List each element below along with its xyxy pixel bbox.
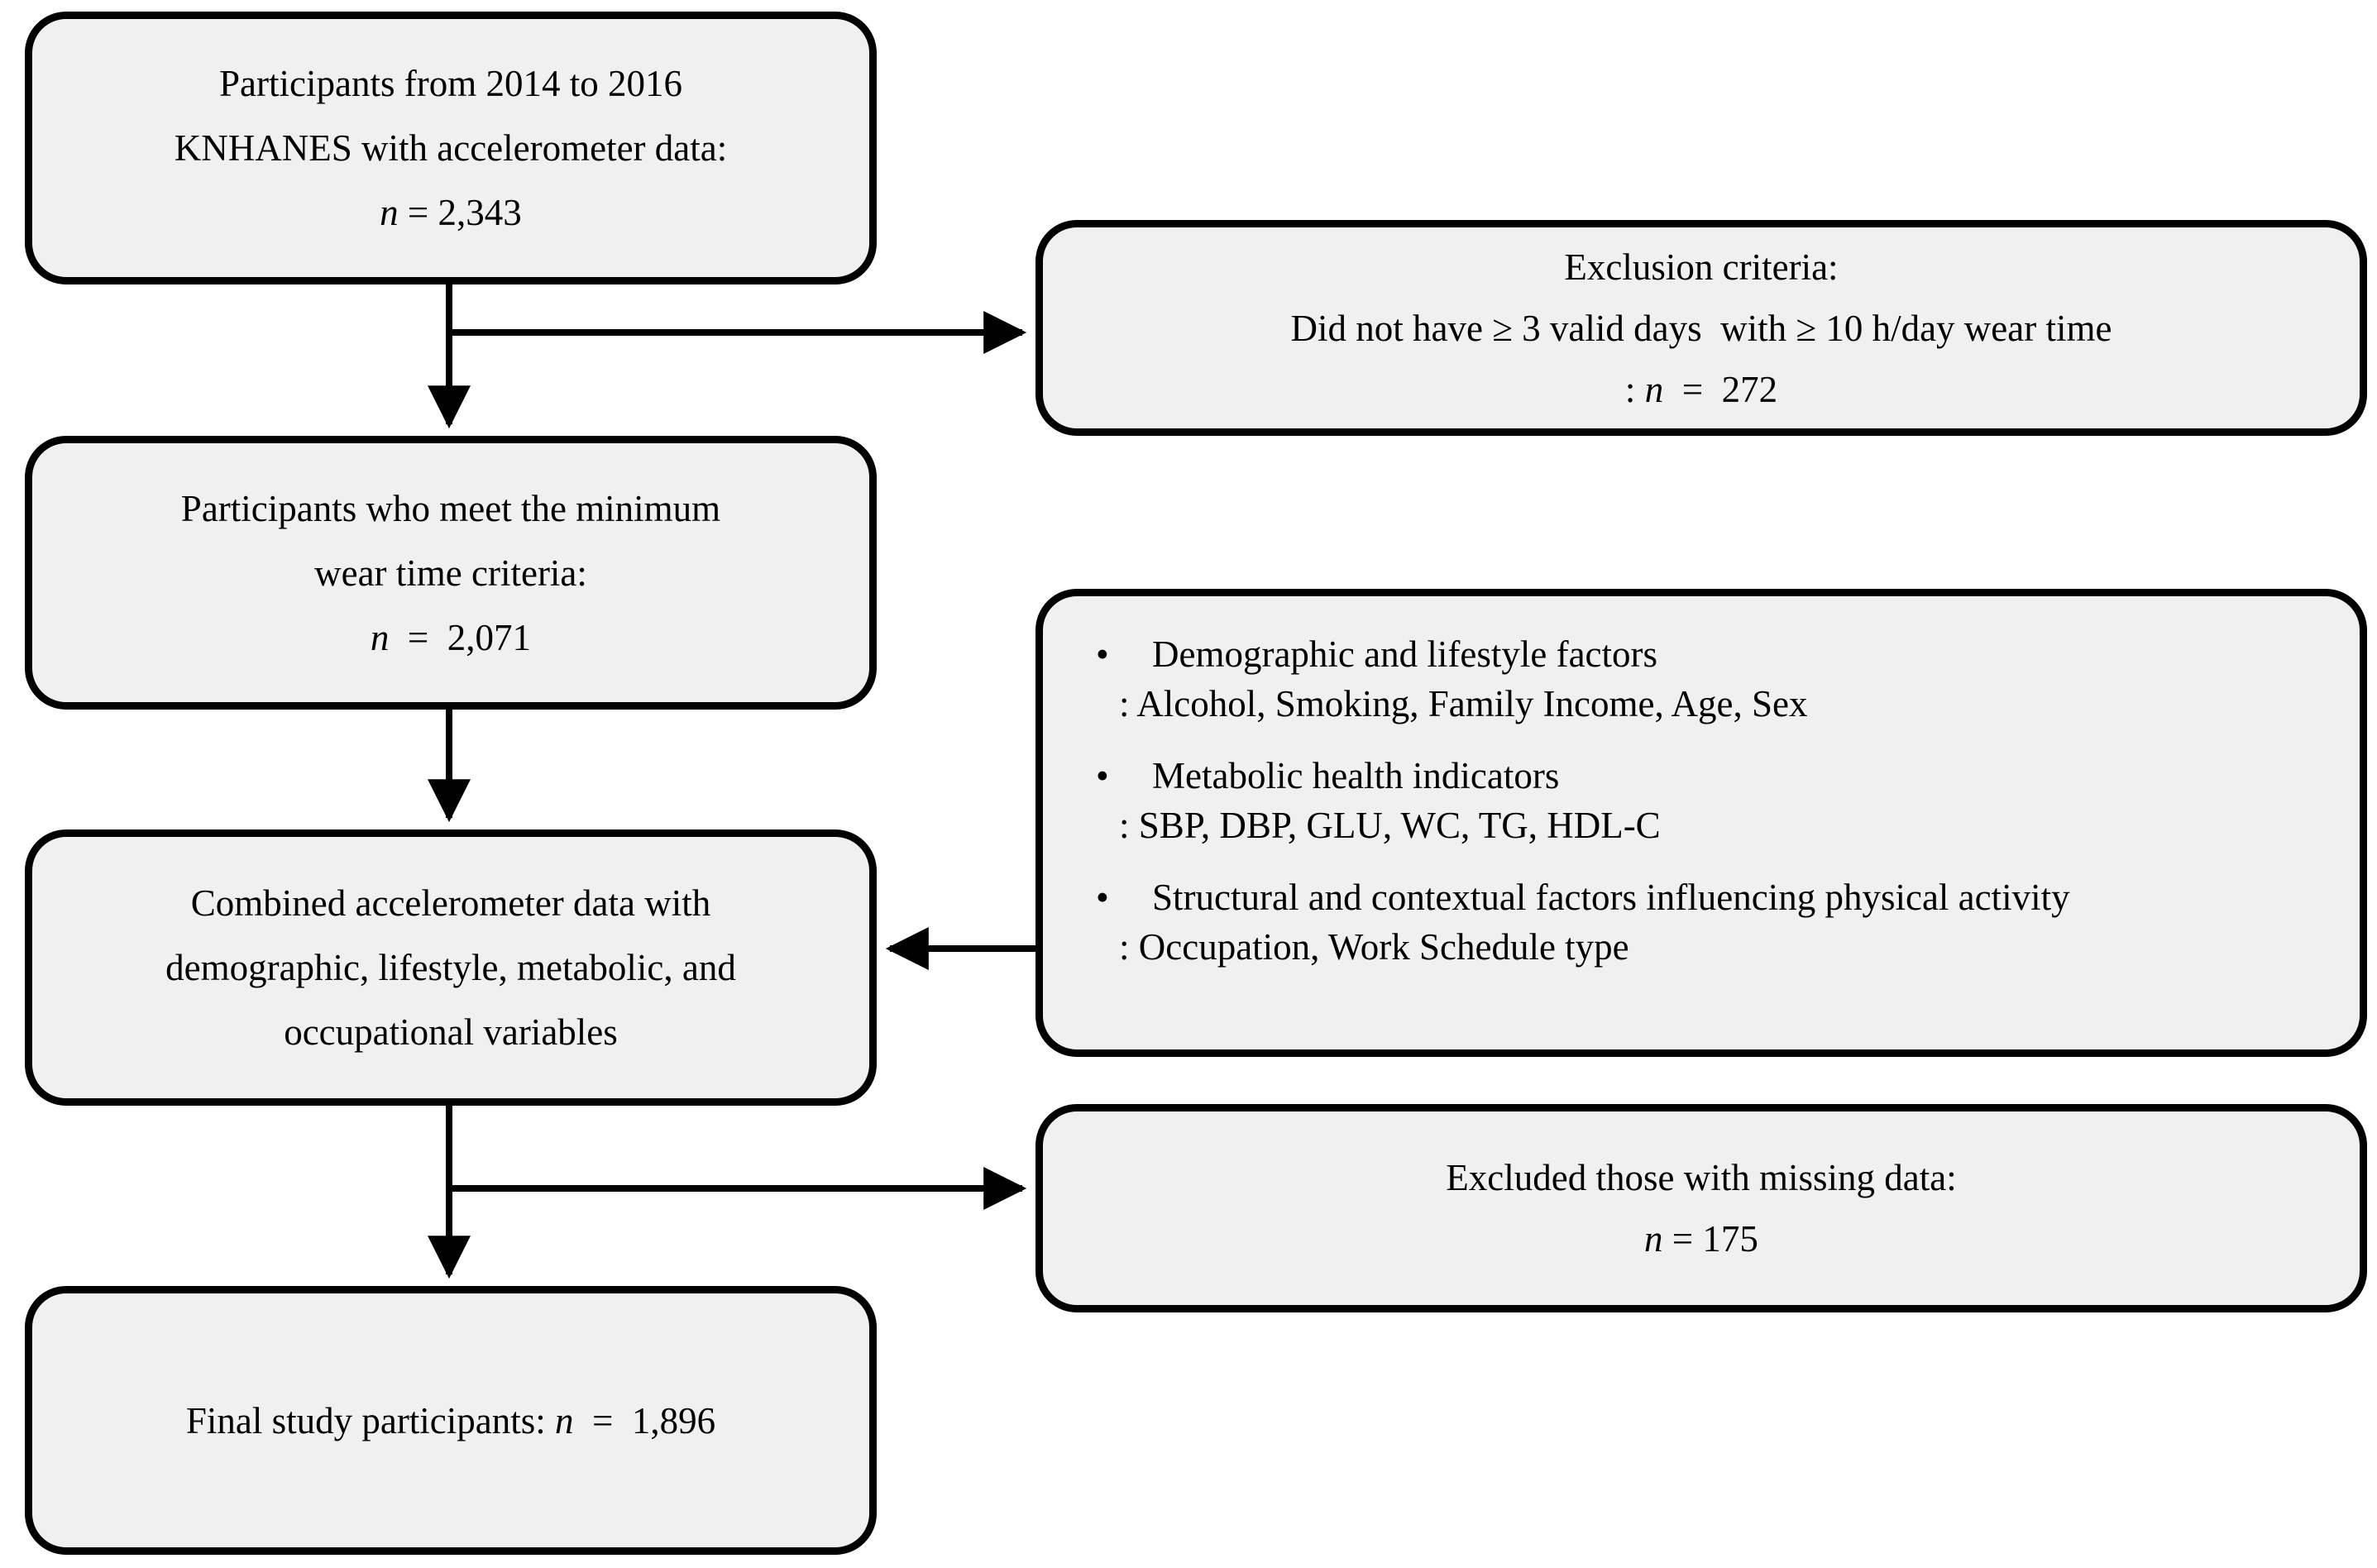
box-text-line: Final study participants: n = 1,896 (186, 1389, 715, 1453)
bullet-icon: • (1096, 755, 1109, 796)
box-text-line: Combined accelerometer data with (191, 871, 710, 935)
box-text-line: demographic, lifestyle, metabolic, and (165, 935, 736, 1000)
text-segment: demographic, lifestyle, metabolic, and (165, 947, 736, 988)
box-text-line: Participants who meet the minimum (181, 476, 720, 541)
text-segment: Combined accelerometer data with (190, 882, 711, 924)
text-segment: = 272 (1663, 368, 1778, 410)
box-text-line: n = 175 (1644, 1208, 1758, 1269)
bullet-detail-line: : SBP, DBP, GLU, WC, TG, HDL-C (1084, 801, 2318, 850)
bullet-item: • Metabolic health indicators : SBP, DBP, … (1084, 751, 2318, 850)
text-segment: occupational variables (284, 1011, 618, 1053)
bullet-detail-line: : Alcohol, Smoking, Family Income, Age, … (1084, 679, 2318, 729)
text-segment: Excluded those with missing data: (1446, 1157, 1957, 1198)
bullet-heading-line: • Demographic and lifestyle factors (1084, 629, 2318, 679)
text-segment: = 2,343 (398, 192, 522, 233)
text-segment: Participants from 2014 to 2016 (219, 63, 682, 104)
box-wear-time-met: Participants who meet the minimum wear ti… (25, 436, 877, 710)
box-covariates-list: • Demographic and lifestyle factors : Alco… (1035, 589, 2367, 1057)
box-exclusion-criteria: Exclusion criteria: Did not have ≥ 3 vali… (1035, 220, 2367, 436)
text-segment: = 1,896 (573, 1399, 716, 1441)
box-text-line: occupational variables (284, 1000, 618, 1064)
text-segment: : Occupation, Work Schedule type (1119, 926, 1629, 968)
text-segment: = 175 (1662, 1218, 1758, 1260)
n-value-italic: n (555, 1399, 574, 1441)
box-text-line: : n = 272 (1625, 359, 1777, 420)
text-segment: : (1624, 368, 1645, 410)
text-segment: KNHANES with accelerometer data: (174, 127, 728, 169)
box-text-line: n = 2,343 (380, 180, 522, 245)
n-value-italic: n (1644, 368, 1664, 410)
n-value-italic: n (370, 616, 390, 658)
text-segment: Participants who meet the minimum (180, 487, 721, 529)
text-segment: Metabolic health indicators (1152, 755, 1560, 796)
box-text-line: n = 2,071 (371, 605, 531, 670)
bullet-item: • Structural and contextual factors influ… (1084, 872, 2318, 972)
box-text-line: Excluded those with missing data: (1446, 1147, 1956, 1208)
box-text-line: Participants from 2014 to 2016 (219, 51, 682, 116)
text-segment: Demographic and lifestyle factors (1152, 633, 1658, 675)
text-segment: Exclusion criteria: (1564, 246, 1839, 288)
text-segment: Structural and contextual factors influe… (1152, 877, 2070, 918)
bullet-detail-line: : Occupation, Work Schedule type (1084, 922, 2318, 972)
text-segment: wear time criteria: (314, 552, 587, 594)
text-segment: Did not have ≥ 3 valid days with ≥ 10 h/… (1290, 307, 2112, 349)
text-segment: : SBP, DBP, GLU, WC, TG, HDL-C (1119, 805, 1661, 846)
box-text-line: Exclusion criteria: (1564, 237, 1838, 298)
bullet-heading-text: Structural and contextual factors influe… (1152, 872, 2070, 922)
box-text-line: wear time criteria: (314, 541, 587, 605)
bullet-heading-text: Metabolic health indicators (1152, 751, 1559, 801)
box-text-line: KNHANES with accelerometer data: (175, 116, 728, 180)
box-text-line: Did not have ≥ 3 valid days with ≥ 10 h/… (1291, 298, 2112, 359)
bullet-heading-line: • Metabolic health indicators (1084, 751, 2318, 801)
text-segment: : Alcohol, Smoking, Family Income, Age, … (1119, 683, 1808, 724)
bullet-heading-text: Demographic and lifestyle factors (1152, 629, 1657, 679)
n-value-italic: n (1644, 1218, 1663, 1260)
box-final-participants: Final study participants: n = 1,896 (25, 1286, 877, 1555)
bullet-heading-line: • Structural and contextual factors influ… (1084, 872, 2318, 922)
n-value-italic: n (380, 192, 399, 233)
bullet-item: • Demographic and lifestyle factors : Alco… (1084, 629, 2318, 729)
box-participants-source: Participants from 2014 to 2016 KNHANES wi… (25, 12, 877, 284)
box-combined-data: Combined accelerometer data with demograp… (25, 829, 877, 1106)
bullet-icon: • (1096, 633, 1109, 675)
bullet-icon: • (1096, 877, 1109, 918)
box-excluded-missing: Excluded those with missing data: n = 175 (1035, 1104, 2367, 1312)
text-segment: Final study participants: (185, 1399, 556, 1441)
text-segment: = 2,071 (389, 616, 532, 658)
